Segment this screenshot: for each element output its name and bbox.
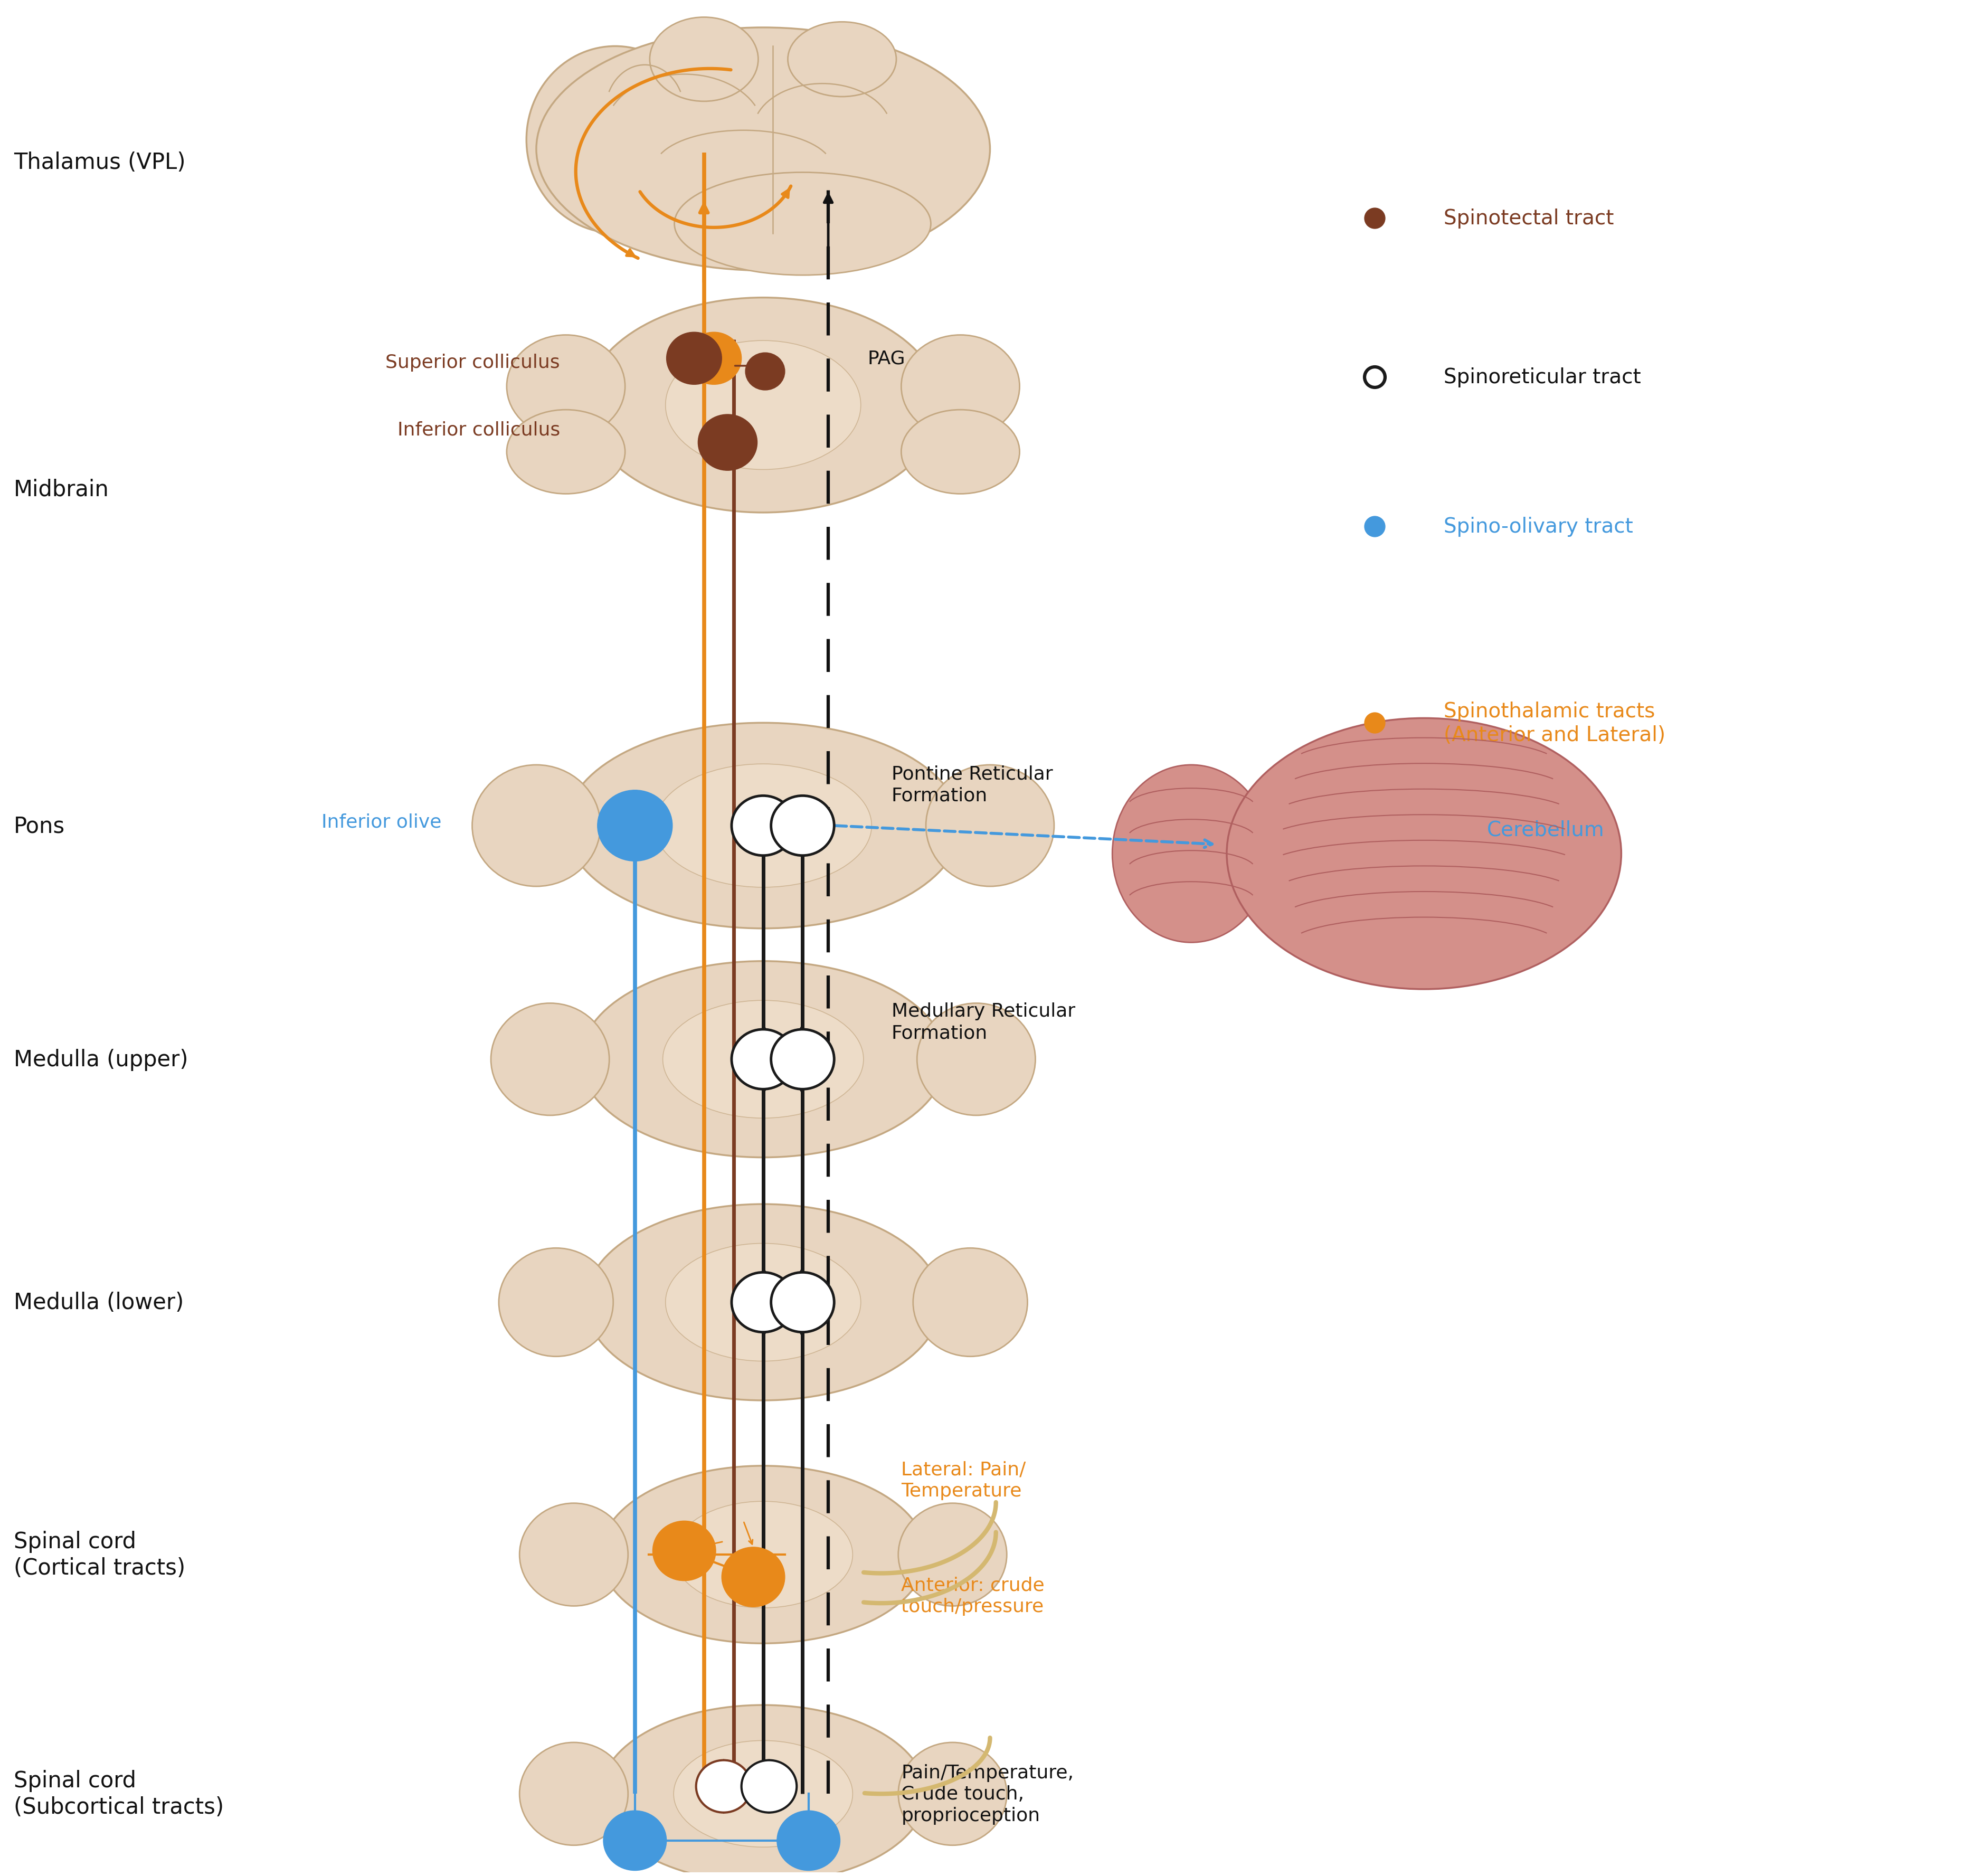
Ellipse shape	[600, 1465, 927, 1643]
Circle shape	[741, 1760, 796, 1812]
Text: Spinotectal tract: Spinotectal tract	[1443, 208, 1614, 229]
Circle shape	[699, 415, 756, 471]
Ellipse shape	[665, 1244, 861, 1362]
Ellipse shape	[519, 1743, 628, 1846]
Ellipse shape	[586, 1204, 940, 1401]
Circle shape	[598, 790, 673, 861]
Text: Spinal cord
(Cortical tracts): Spinal cord (Cortical tracts)	[14, 1531, 186, 1580]
Ellipse shape	[663, 1000, 863, 1118]
Ellipse shape	[673, 1741, 853, 1848]
Ellipse shape	[901, 411, 1020, 493]
Ellipse shape	[1113, 765, 1269, 942]
Ellipse shape	[1228, 719, 1622, 989]
Ellipse shape	[507, 411, 626, 493]
Text: Inferior colliculus: Inferior colliculus	[398, 420, 560, 439]
Text: Medulla (upper): Medulla (upper)	[14, 1049, 188, 1071]
Ellipse shape	[675, 173, 931, 276]
Ellipse shape	[499, 1248, 614, 1356]
Ellipse shape	[491, 1004, 610, 1116]
Ellipse shape	[586, 298, 940, 512]
Circle shape	[667, 332, 723, 385]
Circle shape	[604, 1810, 667, 1870]
Circle shape	[731, 1030, 794, 1090]
Circle shape	[731, 795, 794, 855]
Circle shape	[653, 1521, 717, 1581]
Text: Medulla (lower): Medulla (lower)	[14, 1291, 184, 1313]
Ellipse shape	[899, 1743, 1006, 1846]
Ellipse shape	[527, 47, 705, 233]
Circle shape	[723, 1548, 784, 1608]
Ellipse shape	[899, 1503, 1006, 1606]
Circle shape	[770, 1272, 834, 1332]
Text: Lateral: Pain/
Temperature: Lateral: Pain/ Temperature	[901, 1460, 1026, 1499]
Text: Pons: Pons	[14, 814, 65, 837]
Ellipse shape	[537, 28, 990, 270]
Text: Cerebellum: Cerebellum	[1487, 820, 1604, 840]
Ellipse shape	[566, 722, 960, 929]
Ellipse shape	[913, 1248, 1028, 1356]
Ellipse shape	[673, 1501, 853, 1608]
Text: Spinal cord
(Subcortical tracts): Spinal cord (Subcortical tracts)	[14, 1769, 224, 1818]
Ellipse shape	[655, 764, 871, 887]
Ellipse shape	[519, 1503, 628, 1606]
Text: Anterior: crude
touch/pressure: Anterior: crude touch/pressure	[901, 1576, 1045, 1615]
Ellipse shape	[917, 1004, 1036, 1116]
Ellipse shape	[927, 765, 1053, 887]
Circle shape	[687, 332, 741, 385]
Circle shape	[770, 795, 834, 855]
Ellipse shape	[901, 336, 1020, 439]
Circle shape	[731, 1272, 794, 1332]
Text: Pontine Reticular
Formation: Pontine Reticular Formation	[891, 765, 1053, 805]
Ellipse shape	[600, 1705, 927, 1876]
Text: Midbrain: Midbrain	[14, 478, 109, 501]
Text: Spino-olivary tract: Spino-olivary tract	[1443, 518, 1633, 537]
Circle shape	[770, 1030, 834, 1090]
Circle shape	[776, 1810, 840, 1870]
Ellipse shape	[649, 17, 758, 101]
Ellipse shape	[471, 765, 600, 887]
Text: Superior colliculus: Superior colliculus	[386, 353, 560, 371]
Circle shape	[697, 1760, 750, 1812]
Text: PAG: PAG	[867, 349, 905, 368]
Ellipse shape	[580, 961, 946, 1157]
Circle shape	[744, 353, 784, 390]
Text: Spinoreticular tract: Spinoreticular tract	[1443, 368, 1641, 388]
Text: Inferior olive: Inferior olive	[321, 812, 442, 831]
Text: Spinothalamic tracts
(Anterior and Lateral): Spinothalamic tracts (Anterior and Later…	[1443, 702, 1665, 745]
Ellipse shape	[665, 341, 861, 469]
Text: Thalamus (VPL): Thalamus (VPL)	[14, 152, 186, 174]
Ellipse shape	[507, 336, 626, 439]
Ellipse shape	[788, 23, 897, 98]
Text: Pain/Temperature,
Crude touch,
proprioception: Pain/Temperature, Crude touch, proprioce…	[901, 1763, 1073, 1823]
Text: Medullary Reticular
Formation: Medullary Reticular Formation	[891, 1002, 1075, 1041]
